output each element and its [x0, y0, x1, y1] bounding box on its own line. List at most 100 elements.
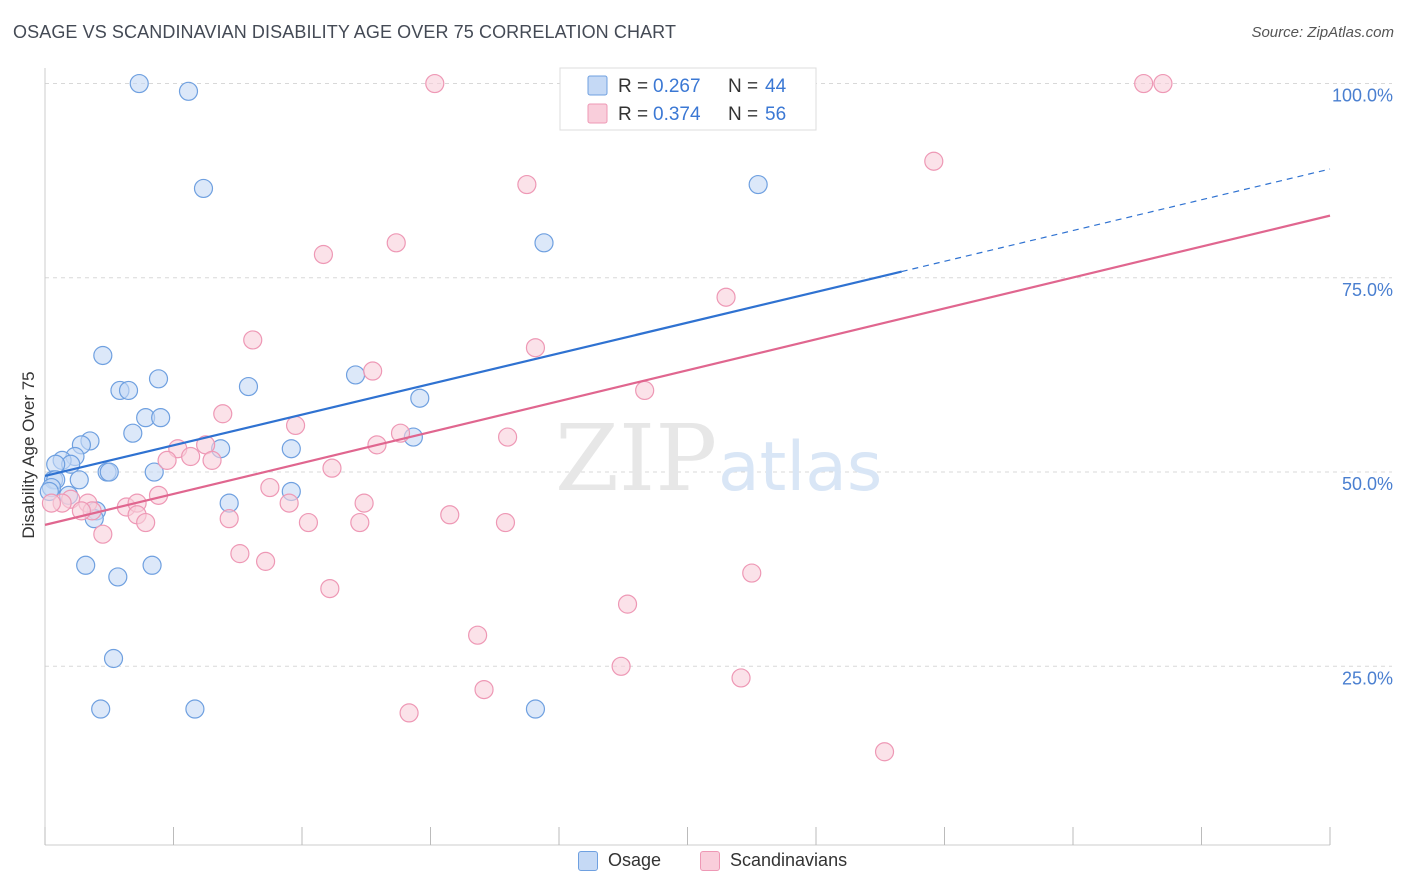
legend-osage-swatch	[587, 75, 608, 96]
legend-scand-n-value: 56	[765, 104, 786, 125]
data-point-osage	[748, 174, 768, 195]
data-point-osage	[525, 699, 546, 719]
trend-lines	[44, 168, 1331, 526]
scatter-chart: ZIP atlas 25.0%50.0%75.0%100.0%0.0%60.0%…	[19, 67, 1393, 846]
data-point-scandinavians	[495, 512, 516, 533]
data-point-osage	[144, 462, 164, 482]
legend-swatch-osage	[578, 850, 598, 871]
data-point-scandinavians	[617, 594, 638, 614]
y-tick-label: 50.0%	[1342, 474, 1393, 494]
legend-osage-r-value: 0.267	[653, 76, 701, 97]
data-point-scandinavians	[924, 151, 944, 171]
data-point-osage	[193, 178, 214, 199]
axes	[44, 68, 1331, 846]
data-point-scandinavians	[157, 450, 177, 470]
watermark: ZIP atlas	[555, 405, 882, 512]
data-point-osage	[118, 380, 139, 401]
data-point-osage	[142, 555, 162, 575]
data-point-osage	[281, 439, 301, 459]
legend-scand-swatch	[587, 103, 608, 124]
data-point-osage	[123, 423, 143, 443]
data-point-osage	[108, 567, 128, 587]
data-point-scandinavians	[468, 625, 488, 645]
chart-title: OSAGE VS SCANDINAVIAN DISABILITY AGE OVE…	[13, 22, 677, 42]
data-point-scandinavians	[517, 174, 537, 195]
data-point-scandinavians	[41, 493, 62, 513]
data-point-scandinavians	[322, 458, 342, 478]
source-label: Source: ZipAtlas.com	[1251, 24, 1394, 41]
legend-label-scandinavians: Scandinavians	[730, 850, 848, 870]
y-axis-label: Disability Age Over 75	[19, 371, 38, 538]
data-point-scandinavians	[230, 544, 250, 564]
data-point-scandinavians	[1153, 73, 1173, 94]
data-point-scandinavians	[202, 450, 222, 470]
data-point-osage	[91, 699, 111, 719]
data-point-osage	[178, 81, 199, 101]
data-point-osage	[103, 648, 124, 669]
legend-scand-r-label: R =	[618, 104, 648, 125]
legend-correlation: R = 0.267 N = 44 R = 0.374 N = 56	[559, 67, 817, 131]
data-point-scandinavians	[136, 512, 156, 533]
data-point-scandinavians	[354, 493, 374, 513]
watermark-atlas: atlas	[718, 428, 882, 507]
data-point-scandinavians	[285, 415, 306, 436]
data-point-osage	[151, 408, 171, 428]
tick-labels: 25.0%50.0%75.0%100.0%0.0%60.0%	[1332, 86, 1393, 689]
legend-osage-n-label: N =	[728, 76, 758, 97]
data-point-scandinavians	[243, 330, 263, 350]
data-point-scandinavians	[213, 404, 233, 424]
legend-series: Osage Scandinavians	[0, 850, 1406, 880]
data-point-osage	[93, 345, 113, 366]
y-tick-label: 75.0%	[1342, 280, 1393, 300]
y-tick-label: 100.0%	[1332, 86, 1393, 106]
data-point-scandinavians	[440, 505, 460, 525]
data-point-scandinavians	[498, 427, 518, 447]
data-point-osage	[345, 365, 366, 385]
legend-scand-n-label: N =	[728, 104, 758, 125]
data-point-scandinavians	[635, 380, 655, 401]
data-point-scandinavians	[279, 493, 299, 513]
data-point-osage	[534, 233, 554, 253]
data-point-scandinavians	[611, 656, 631, 676]
data-point-scandinavians	[1134, 73, 1154, 94]
legend-scand-r-value: 0.374	[653, 104, 701, 125]
data-point-scandinavians	[399, 703, 419, 723]
y-tick-label: 25.0%	[1342, 668, 1393, 688]
data-point-osage	[185, 699, 205, 719]
data-point-scandinavians	[525, 338, 546, 358]
legend-label-osage: Osage	[608, 850, 662, 870]
data-point-scandinavians	[350, 512, 370, 533]
data-point-osage	[238, 376, 259, 397]
data-point-osage	[69, 470, 89, 490]
data-point-scandinavians	[474, 679, 494, 700]
legend-item-osage: Osage	[578, 850, 661, 871]
data-point-scandinavians	[320, 578, 340, 599]
data-point-osage	[76, 555, 96, 575]
legend-osage-r-label: R =	[618, 76, 648, 97]
trend-line-osage-extension	[901, 168, 1331, 273]
data-point-scandinavians	[731, 668, 751, 688]
data-point-scandinavians	[298, 512, 319, 533]
data-point-scandinavians	[386, 233, 406, 253]
data-point-scandinavians	[219, 509, 239, 529]
data-point-scandinavians	[716, 287, 736, 307]
data-point-scandinavians	[874, 742, 895, 762]
watermark-zip: ZIP	[555, 405, 717, 512]
data-point-osage	[129, 73, 149, 94]
data-point-scandinavians	[313, 244, 334, 265]
legend-item-scandinavians: Scandinavians	[700, 850, 847, 871]
legend-osage-n-value: 44	[765, 76, 787, 97]
data-point-scandinavians	[255, 551, 276, 571]
data-point-scandinavians	[93, 524, 113, 544]
data-point-osage	[148, 369, 169, 389]
data-point-scandinavians	[425, 73, 445, 94]
trend-line-scandinavians	[44, 214, 1331, 526]
data-point-scandinavians	[742, 563, 762, 583]
data-point-scandinavians	[260, 477, 280, 498]
data-point-osage	[99, 462, 119, 482]
legend-swatch-scandinavians	[700, 850, 720, 871]
data-point-osage	[410, 388, 430, 408]
grid-lines	[45, 83, 1392, 667]
data-point-scandinavians	[363, 361, 383, 381]
trend-line-osage	[44, 270, 902, 477]
